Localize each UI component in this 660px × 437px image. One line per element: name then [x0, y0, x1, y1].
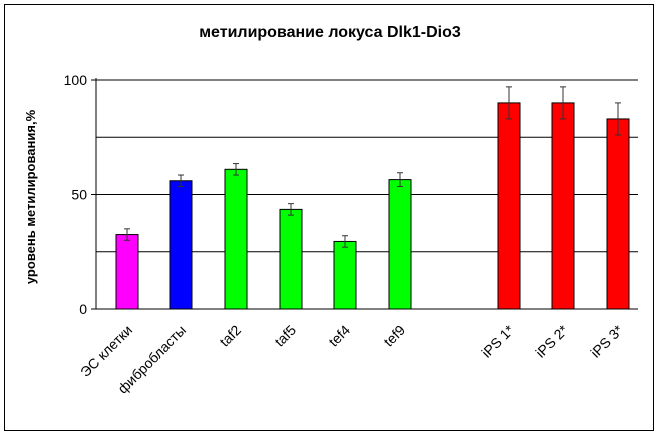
y-tick-label: 50 [71, 187, 87, 203]
bar [279, 208, 303, 310]
category-label: tef4 [325, 322, 353, 350]
bar [388, 179, 412, 310]
bar [115, 234, 139, 310]
category-label: ЭС клетки [77, 322, 135, 380]
y-tick-label: 100 [64, 72, 88, 88]
bar [169, 180, 193, 310]
y-tick-label: 0 [79, 301, 87, 317]
bar [606, 118, 630, 310]
bar [333, 240, 357, 310]
category-label: iPS 1* [478, 321, 517, 360]
chart-frame: метилирование локуса Dlk1-Dio3 уровень м… [4, 4, 654, 431]
category-label: taf5 [271, 322, 299, 350]
category-label: taf2 [216, 322, 244, 350]
bar [224, 168, 248, 310]
chart-title: метилирование локуса Dlk1-Dio3 [199, 24, 461, 41]
category-label: iPS 3* [587, 321, 626, 360]
bar [497, 102, 521, 310]
category-label: iPS 2* [532, 321, 571, 360]
bar-chart: метилирование локуса Dlk1-Dio3 уровень м… [23, 24, 638, 397]
category-label: tef9 [380, 322, 408, 350]
bar [551, 102, 575, 310]
y-axis-label: уровень метилирования,% [23, 109, 38, 284]
